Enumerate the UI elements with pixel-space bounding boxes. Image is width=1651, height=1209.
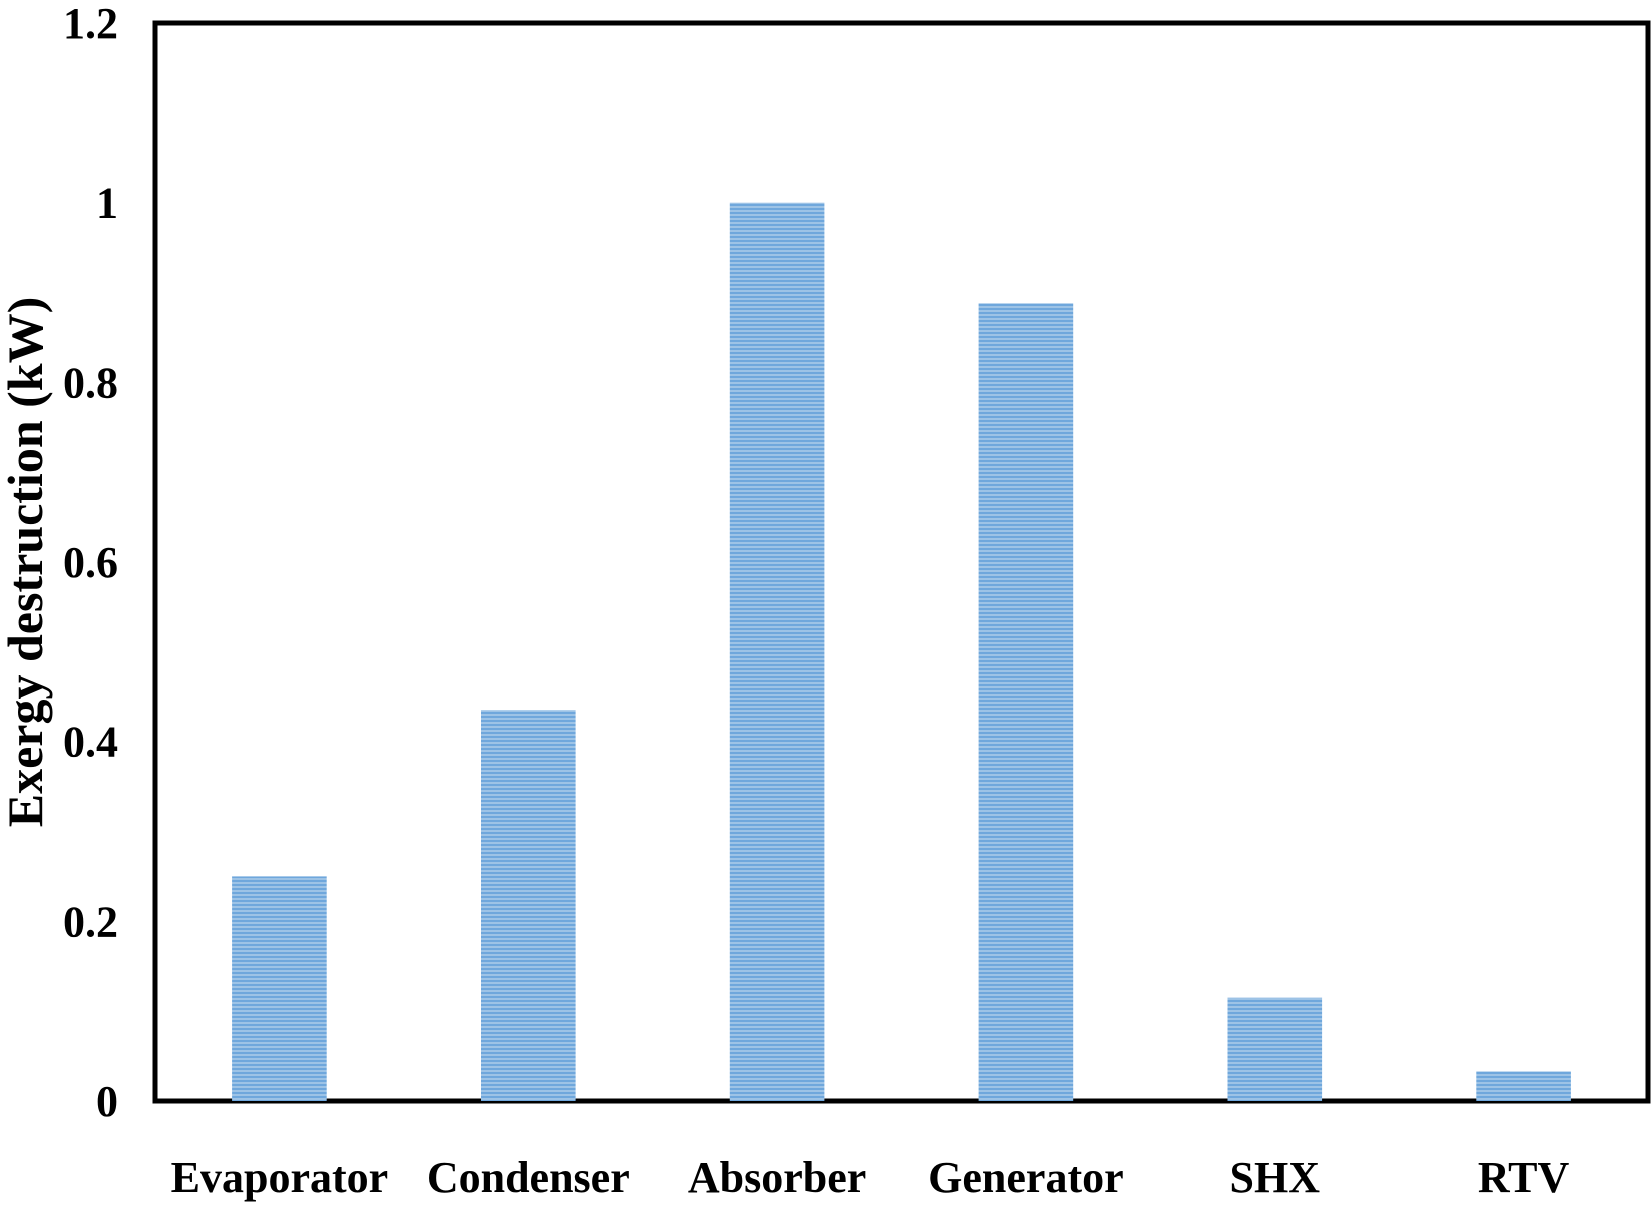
y-tick-label: 0.2 [63, 897, 118, 946]
x-tick-label: Generator [928, 1153, 1123, 1202]
y-tick-label: 0.4 [63, 718, 118, 767]
bar-rtv [1476, 1071, 1571, 1101]
x-tick-label: Condenser [427, 1153, 630, 1202]
y-axis-title: Exergy destruction (kW) [0, 297, 53, 828]
y-tick-label: 1.2 [63, 0, 118, 48]
bar-condenser [481, 710, 576, 1101]
y-tick-label: 0 [96, 1077, 118, 1126]
x-tick-label: Evaporator [171, 1153, 389, 1202]
bar-generator [978, 303, 1074, 1101]
bar-absorber [729, 202, 825, 1101]
y-tick-labels: 0 0.2 0.4 0.6 0.8 1 1.2 [63, 0, 118, 1126]
plot-frame [152, 20, 1651, 1104]
x-tick-label: RTV [1478, 1153, 1570, 1202]
bar-shx [1227, 997, 1323, 1101]
x-tick-labels: Evaporator Condenser Absorber Generator SHX R… [171, 1153, 1570, 1202]
y-tick-label: 0.8 [63, 358, 118, 407]
bar-evaporator [232, 876, 327, 1101]
x-tick-label: SHX [1230, 1153, 1321, 1202]
bars-group [232, 202, 1571, 1101]
x-tick-label: Absorber [688, 1153, 866, 1202]
y-tick-label: 1 [96, 179, 118, 228]
y-tick-label: 0.6 [63, 538, 118, 587]
